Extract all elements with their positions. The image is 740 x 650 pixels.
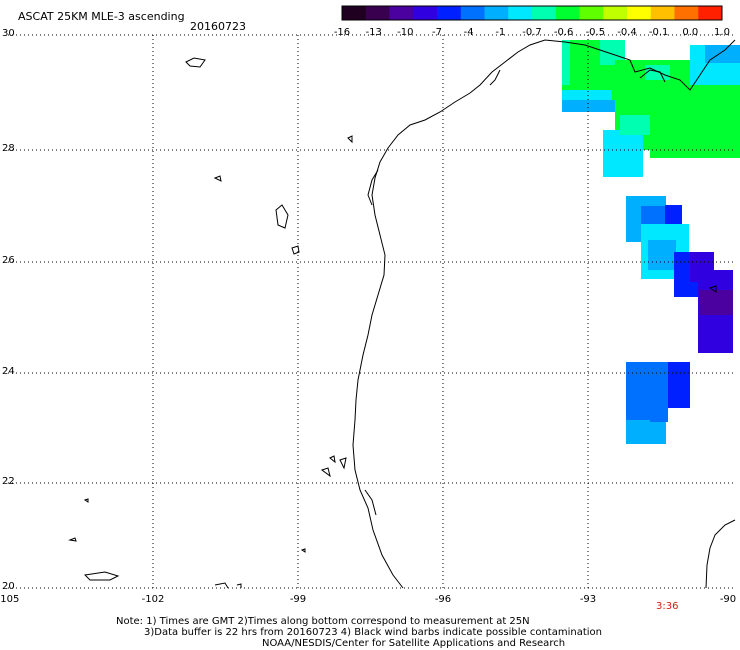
colorbar-label: -7	[432, 27, 442, 38]
colorbar-swatch	[650, 6, 675, 20]
latitude-label: 30	[2, 28, 15, 39]
colorbar-labels: -16 -13 -10 -7 -4 -1 -0.7 -0.6 -0.5 -0.4 -0.1 0.0 1.…	[334, 27, 730, 38]
colorbar-label: -1	[495, 27, 505, 38]
longitude-label: -96	[435, 594, 451, 605]
latitude-label: 28	[2, 143, 15, 154]
colorbar-label: -10	[397, 27, 413, 38]
colorbar	[341, 5, 723, 21]
colorbar-swatch	[627, 6, 652, 20]
colorbar-swatch	[365, 6, 390, 20]
coastline	[352, 39, 736, 589]
colorbar-swatch	[484, 6, 509, 20]
latitude-labels: 30 28 26 24 22 20	[2, 28, 15, 592]
colorbar-label: -0.5	[586, 27, 606, 38]
colorbar-swatch	[532, 6, 557, 20]
longitude-label: -105	[0, 594, 19, 605]
colorbar-label: 1.0	[714, 27, 730, 38]
colorbar-label: -16	[334, 27, 350, 38]
colorbar-swatch	[674, 6, 699, 20]
longitude-label: -102	[142, 594, 165, 605]
data-swath	[562, 40, 740, 444]
map-title: ASCAT 25KM MLE-3 ascending	[18, 10, 185, 23]
latitude-label: 24	[2, 366, 15, 377]
longitude-label: -93	[580, 594, 596, 605]
colorbar-label: -0.1	[649, 27, 669, 38]
islands	[68, 57, 717, 589]
note-line-2: 3)Data buffer is 22 hrs from 20160723 4)…	[144, 627, 602, 638]
longitude-labels: -105 -102 -99 -96 -93 -90	[0, 594, 736, 605]
colorbar-swatch	[413, 6, 438, 20]
longitude-label: -99	[290, 594, 306, 605]
colorbar-label: 0.0	[682, 27, 698, 38]
colorbar-label: -13	[365, 27, 381, 38]
note-line-1: Note: 1) Times are GMT 2)Times along bot…	[116, 616, 530, 627]
map-date: 20160723	[190, 20, 246, 33]
colorbar-swatch	[342, 6, 367, 20]
lat-lon-grid	[8, 35, 735, 588]
colorbar-swatch	[698, 6, 723, 20]
colorbar-frame	[341, 5, 723, 21]
colorbar-swatch	[555, 6, 580, 20]
colorbar-swatch	[579, 6, 604, 20]
latitude-label: 20	[2, 581, 15, 592]
colorbar-label: -0.6	[554, 27, 574, 38]
longitude-label: -90	[720, 594, 736, 605]
colorbar-swatch	[508, 6, 533, 20]
colorbar-label: -4	[464, 27, 474, 38]
colorbar-swatch	[389, 6, 414, 20]
colorbar-label: -0.7	[522, 27, 542, 38]
colorbar-label: -0.4	[617, 27, 637, 38]
colorbar-swatch	[437, 6, 462, 20]
latitude-label: 26	[2, 255, 15, 266]
note-line-3: NOAA/NESDIS/Center for Satellite Applica…	[262, 638, 566, 649]
colorbar-swatch	[460, 6, 485, 20]
colorbar-swatch	[603, 6, 628, 20]
latitude-label: 22	[2, 476, 15, 487]
pass-time: 3:36	[656, 601, 678, 612]
